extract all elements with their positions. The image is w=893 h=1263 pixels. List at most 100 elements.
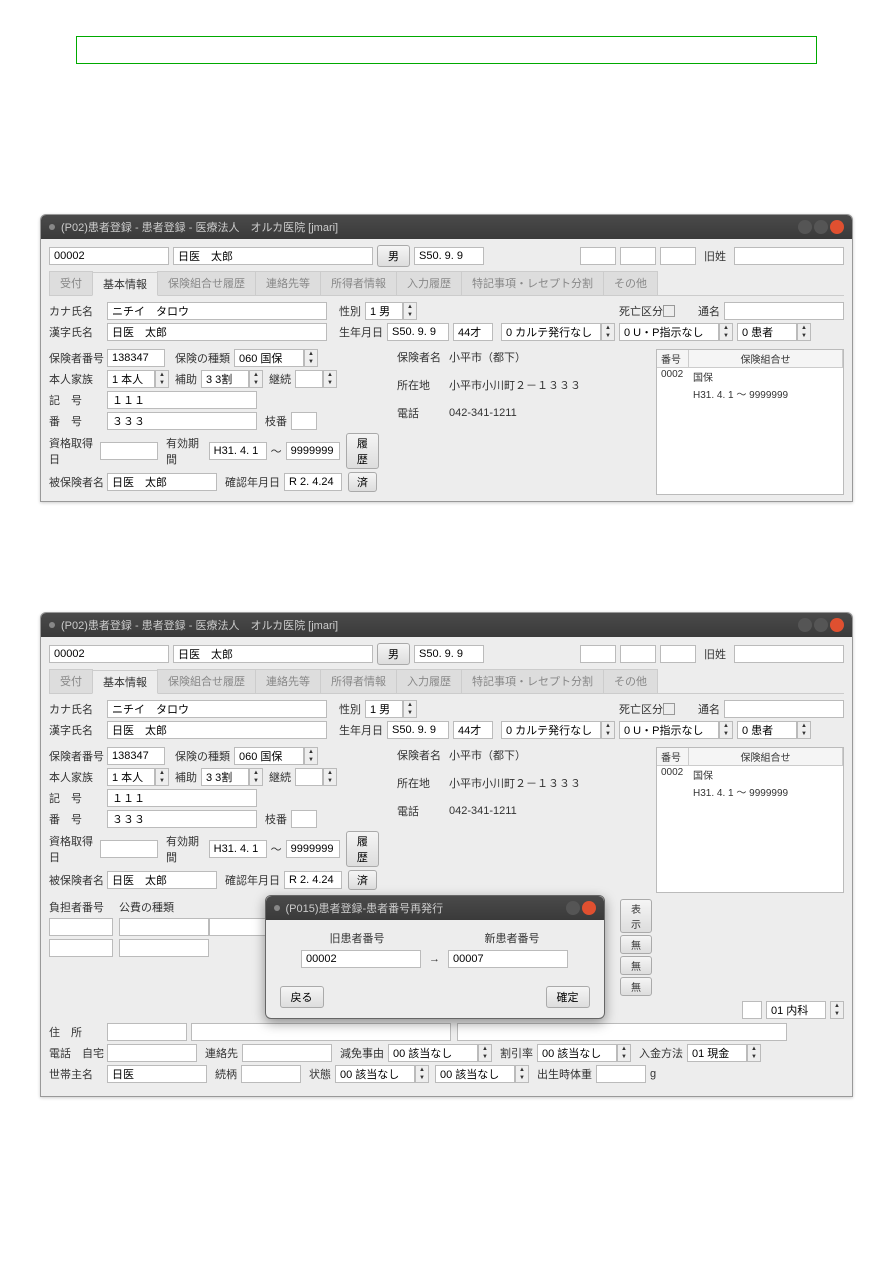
- yuko-from-input[interactable]: [209, 442, 267, 460]
- tab-input-hist[interactable]: 入力履歴: [396, 271, 462, 295]
- jotai2-input[interactable]: [435, 1065, 515, 1083]
- birth2-input2[interactable]: [387, 721, 449, 739]
- tab2-input-hist[interactable]: 入力履歴: [396, 669, 462, 693]
- karte-input2[interactable]: [501, 721, 601, 739]
- kakunin-input[interactable]: [284, 473, 342, 491]
- hojo-spinner2[interactable]: ▲▼: [249, 768, 263, 786]
- close-icon[interactable]: [830, 220, 844, 234]
- instype-input[interactable]: [234, 349, 304, 367]
- kanja-spinner2[interactable]: ▲▼: [797, 721, 811, 739]
- patient-name-input[interactable]: [173, 247, 373, 265]
- jotai2-spinner[interactable]: ▲▼: [515, 1065, 529, 1083]
- old-surname-input2[interactable]: [734, 645, 844, 663]
- burden-in1[interactable]: [49, 918, 113, 936]
- dept-spinner[interactable]: ▲▼: [830, 1001, 844, 1019]
- kanji-input2[interactable]: [107, 721, 327, 739]
- modal-min-icon[interactable]: [566, 901, 580, 915]
- wari-input[interactable]: [537, 1044, 617, 1062]
- mu-button1[interactable]: 無: [620, 935, 652, 954]
- blank-2[interactable]: [620, 247, 656, 265]
- tab2-contact[interactable]: 連絡先等: [255, 669, 321, 693]
- birth2-input[interactable]: [387, 323, 449, 341]
- kakunin-input2[interactable]: [284, 871, 342, 889]
- titlebar2[interactable]: (P02)患者登録 - 患者登録 - 医療法人 オルカ医院 [jmari]: [41, 613, 852, 637]
- sumi-button2[interactable]: 済: [348, 870, 377, 890]
- nyukin-spinner[interactable]: ▲▼: [747, 1044, 761, 1062]
- sumi-button[interactable]: 済: [348, 472, 377, 492]
- shussei-input[interactable]: [596, 1065, 646, 1083]
- rireki-button[interactable]: 履歴: [346, 433, 379, 469]
- patient-id-input[interactable]: [49, 247, 169, 265]
- karte-spinner2[interactable]: ▲▼: [601, 721, 615, 739]
- zokugara-input[interactable]: [241, 1065, 301, 1083]
- instype-spinner[interactable]: ▲▼: [304, 349, 318, 367]
- modal-back-button[interactable]: 戻る: [280, 986, 324, 1008]
- keizoku-spinner[interactable]: ▲▼: [323, 370, 337, 388]
- tab-notes[interactable]: 特記事項・レセプト分割: [461, 271, 604, 295]
- dept-input[interactable]: [766, 1001, 826, 1019]
- kanji-input[interactable]: [107, 323, 327, 341]
- tab-reception[interactable]: 受付: [49, 271, 93, 295]
- self-input2[interactable]: [107, 768, 155, 786]
- patient-name-input2[interactable]: [173, 645, 373, 663]
- hiho-input2[interactable]: [107, 871, 217, 889]
- addr-sub[interactable]: [457, 1023, 787, 1041]
- titlebar[interactable]: (P02)患者登録 - 患者登録 - 医療法人 オルカ医院 [jmari]: [41, 215, 852, 239]
- jotai-spinner[interactable]: ▲▼: [415, 1065, 429, 1083]
- birth-input[interactable]: [414, 247, 484, 265]
- age-input[interactable]: [453, 323, 493, 341]
- kanja-input[interactable]: [737, 323, 797, 341]
- tab-income[interactable]: 所得者情報: [320, 271, 397, 295]
- kigo-input[interactable]: [107, 391, 257, 409]
- hojo-input2[interactable]: [201, 768, 249, 786]
- shikaku-input2[interactable]: [100, 840, 158, 858]
- rireki-button2[interactable]: 履歴: [346, 831, 379, 867]
- sex-input[interactable]: [365, 302, 403, 320]
- tab-basic[interactable]: 基本情報: [92, 272, 158, 296]
- karte-input[interactable]: [501, 323, 601, 341]
- self-input[interactable]: [107, 370, 155, 388]
- tab2-other[interactable]: その他: [603, 669, 658, 693]
- up-input[interactable]: [619, 323, 719, 341]
- kana-input2[interactable]: [107, 700, 327, 718]
- combo-sel-input[interactable]: [742, 1001, 762, 1019]
- up-spinner[interactable]: ▲▼: [719, 323, 733, 341]
- modal-ok-button[interactable]: 確定: [546, 986, 590, 1008]
- sex-button2[interactable]: 男: [377, 643, 410, 665]
- wari-spinner[interactable]: ▲▼: [617, 1044, 631, 1062]
- tab-contact[interactable]: 連絡先等: [255, 271, 321, 295]
- insnum-input2[interactable]: [107, 747, 165, 765]
- karte-spinner[interactable]: ▲▼: [601, 323, 615, 341]
- self-spinner[interactable]: ▲▼: [155, 370, 169, 388]
- maximize-icon2[interactable]: [814, 618, 828, 632]
- yuko-to-input[interactable]: [286, 442, 340, 460]
- hiho-input[interactable]: [107, 473, 217, 491]
- up-input2[interactable]: [619, 721, 719, 739]
- addr-main[interactable]: [191, 1023, 451, 1041]
- setai-input[interactable]: [107, 1065, 207, 1083]
- tab2-notes[interactable]: 特記事項・レセプト分割: [461, 669, 604, 693]
- sex-spinner[interactable]: ▲▼: [403, 302, 417, 320]
- jotai-input[interactable]: [335, 1065, 415, 1083]
- sex-spinner2[interactable]: ▲▼: [403, 700, 417, 718]
- blank2-2[interactable]: [620, 645, 656, 663]
- minimize-icon[interactable]: [798, 220, 812, 234]
- edaban-input2[interactable]: [291, 810, 317, 828]
- mu-button3[interactable]: 無: [620, 977, 652, 996]
- age-input2[interactable]: [453, 721, 493, 739]
- death-checkbox2[interactable]: [663, 703, 675, 715]
- genmen-spinner[interactable]: ▲▼: [478, 1044, 492, 1062]
- nyukin-input[interactable]: [687, 1044, 747, 1062]
- kigo-input2[interactable]: [107, 789, 257, 807]
- blank-3[interactable]: [660, 247, 696, 265]
- genmen-input[interactable]: [388, 1044, 478, 1062]
- yuko-to-input2[interactable]: [286, 840, 340, 858]
- close-icon2[interactable]: [830, 618, 844, 632]
- tab2-combo-hist[interactable]: 保険組合せ履歴: [157, 669, 256, 693]
- addr-zip[interactable]: [107, 1023, 187, 1041]
- renraku-input[interactable]: [242, 1044, 332, 1062]
- kanja-input2[interactable]: [737, 721, 797, 739]
- instype-input2[interactable]: [234, 747, 304, 765]
- sex-button[interactable]: 男: [377, 245, 410, 267]
- bango-input[interactable]: [107, 412, 257, 430]
